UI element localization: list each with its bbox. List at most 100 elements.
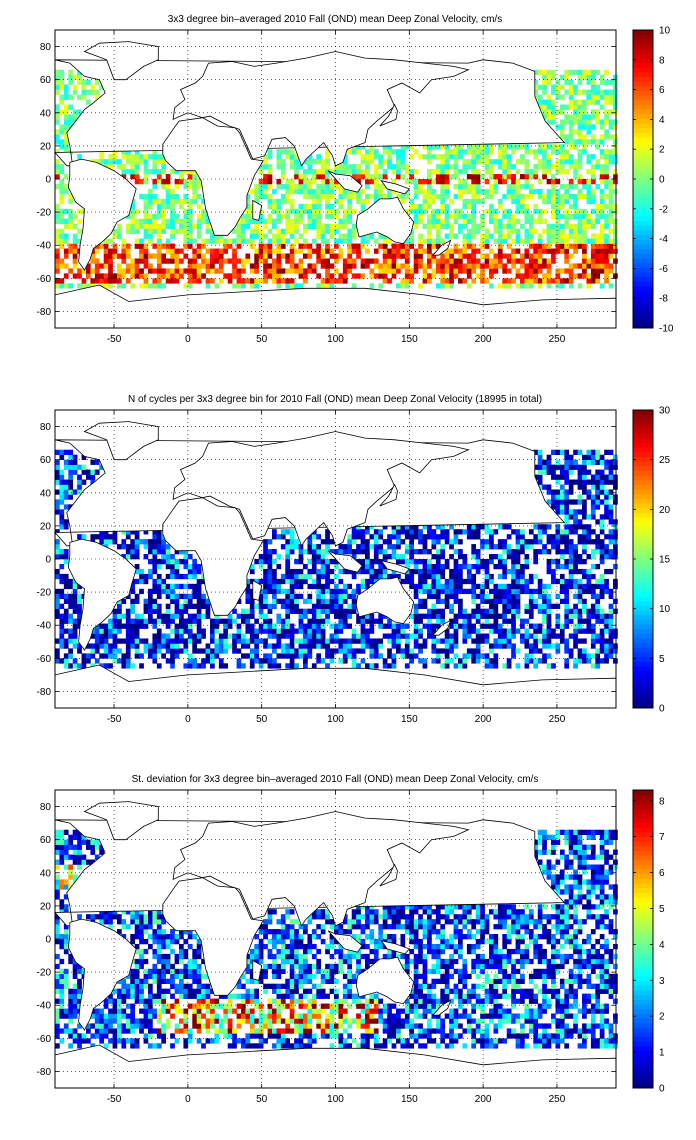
data-cell [298, 273, 304, 279]
data-cell [218, 233, 224, 239]
data-cell [152, 539, 158, 545]
data-cell [55, 459, 60, 465]
data-cell [608, 109, 614, 115]
data-cell [342, 643, 348, 649]
data-cell [311, 568, 317, 575]
data-cell [263, 248, 268, 254]
data-cell [471, 573, 477, 580]
data-cell [263, 218, 268, 224]
data-cell [528, 608, 534, 614]
data-cell [435, 243, 441, 249]
data-cell [258, 213, 264, 220]
data-cell [502, 278, 508, 284]
data-cell [435, 563, 441, 570]
data-cell [599, 658, 605, 664]
data-cell [475, 593, 481, 600]
data-cell [590, 134, 596, 140]
data-cell [325, 159, 330, 165]
data-cell [555, 464, 561, 470]
data-cell [396, 283, 401, 289]
data-cell [382, 633, 388, 639]
data-cell [329, 588, 335, 595]
data-cell [387, 149, 392, 155]
data-cell [502, 663, 508, 669]
data-cell [555, 124, 561, 130]
data-cell [196, 593, 202, 600]
data-cell [165, 633, 171, 639]
data-cell [608, 99, 614, 105]
data-cell [210, 263, 215, 269]
data-cell [369, 559, 375, 565]
data-cell [453, 643, 459, 649]
data-cell [303, 278, 308, 284]
data-cell [249, 603, 255, 609]
data-cell [232, 648, 237, 654]
data-cell [170, 613, 175, 619]
data-cell [520, 263, 525, 269]
data-cell [263, 188, 268, 195]
data-cell [63, 524, 69, 530]
data-cell [515, 258, 521, 264]
data-cell [453, 144, 459, 150]
data-cell [280, 648, 286, 654]
data-cell [320, 263, 326, 269]
data-cell [471, 233, 477, 239]
data-cell [263, 243, 268, 249]
data-cell [307, 633, 313, 639]
data-cell [72, 618, 78, 624]
data-cell [263, 603, 268, 609]
data-cell [373, 618, 379, 624]
data-cell [254, 188, 260, 195]
data-cell [103, 653, 109, 659]
data-cell [152, 213, 158, 220]
data-cell [280, 573, 286, 580]
data-cell [316, 283, 322, 289]
data-cell [471, 263, 477, 269]
data-cell [170, 593, 175, 600]
data-cell [471, 529, 477, 535]
data-cell [187, 638, 193, 644]
data-cell [103, 663, 109, 669]
data-cell [462, 218, 468, 224]
data-cell [329, 208, 335, 215]
data-cell [453, 154, 459, 160]
data-cell [192, 603, 198, 609]
data-cell [564, 603, 570, 609]
data-cell [573, 628, 578, 634]
data-cell [528, 174, 534, 180]
colorbar-tick-label: 5 [659, 654, 665, 665]
data-cell [533, 248, 539, 254]
data-cell [475, 193, 481, 200]
data-cell [143, 258, 149, 264]
data-cell [254, 193, 260, 200]
data-cell [595, 539, 601, 545]
colorbar-step [633, 535, 653, 541]
data-cell [595, 474, 601, 480]
data-cell [413, 263, 419, 269]
data-cell [573, 198, 578, 205]
data-cell [356, 248, 361, 254]
data-cell [449, 283, 454, 289]
colorbar-step [633, 258, 653, 264]
data-cell [537, 99, 543, 105]
data-cell [449, 648, 454, 654]
data-cell [590, 84, 596, 90]
data-cell [502, 618, 508, 624]
data-cell [143, 223, 149, 229]
data-cell [267, 608, 273, 614]
data-cell [289, 628, 295, 634]
data-cell [418, 203, 423, 210]
data-cell [112, 638, 118, 644]
data-cell [196, 578, 202, 585]
data-cell [316, 188, 322, 195]
data-cell [139, 539, 144, 545]
data-cell [458, 563, 463, 570]
data-cell [524, 228, 530, 234]
data-cell [511, 149, 516, 155]
data-cell [311, 213, 317, 220]
data-cell [143, 578, 149, 585]
data-cell [608, 238, 614, 244]
data-cell [546, 233, 552, 239]
colorbar-step [633, 545, 653, 551]
data-cell [387, 544, 392, 550]
